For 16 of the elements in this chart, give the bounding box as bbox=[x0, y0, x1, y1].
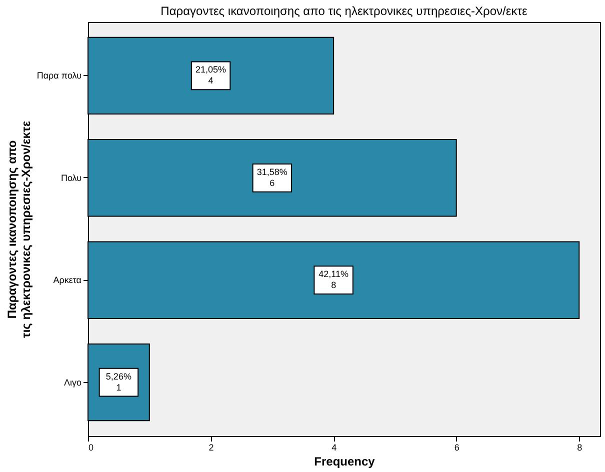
y-axis-title: Παραγοντες ικανοποιησης απο τις ηλεκτρονικες υπηρεσιες-Χρον/εκτε bbox=[4, 120, 33, 338]
y-tick-label: Αρκετα bbox=[53, 275, 82, 286]
x-tick-label: 0 bbox=[88, 442, 94, 452]
x-axis-title: Frequency bbox=[314, 454, 376, 468]
y-tick-label: Λιγο bbox=[64, 377, 82, 388]
y-tick-label: Παρα πολυ bbox=[36, 70, 82, 81]
data-label: 5,26% 1 bbox=[106, 371, 132, 392]
data-label: 21,05% 4 bbox=[196, 64, 226, 86]
x-tick-label: 8 bbox=[577, 442, 582, 452]
x-tick-label: 2 bbox=[208, 442, 214, 452]
x-tick-label: 4 bbox=[332, 442, 337, 452]
data-label: 42,11% 8 bbox=[318, 269, 348, 290]
x-tick-label: 6 bbox=[454, 442, 460, 452]
data-label: 31,58% 6 bbox=[256, 166, 288, 188]
y-tick-label: Πολυ bbox=[60, 172, 82, 183]
chart-title: Παραγοντες ικανοποιησης απο τις ηλεκτρονικες υπηρεσιες-Χρον/εκτε bbox=[160, 4, 528, 18]
